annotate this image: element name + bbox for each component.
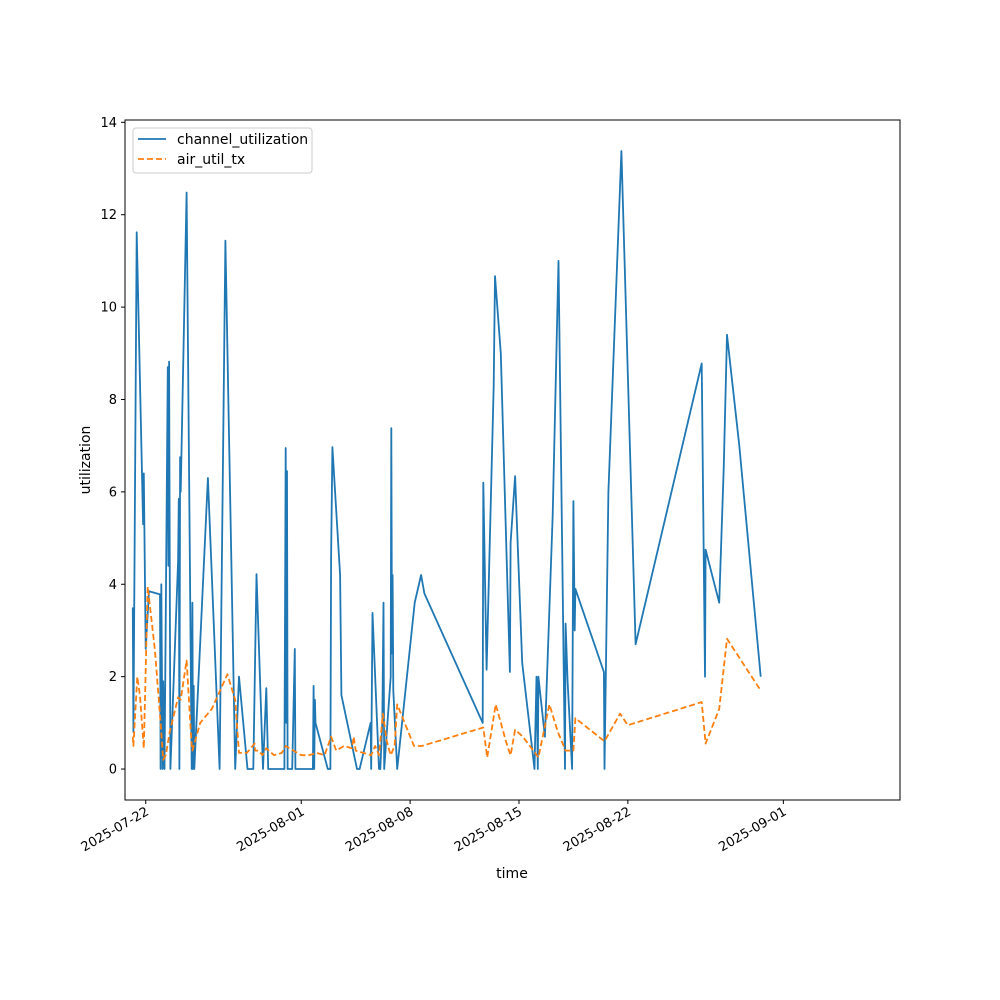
series-line-channel-utilization [131,150,762,770]
x-axis-label: time [496,866,528,882]
y-tick-label: 6 [109,485,117,500]
legend: channel_utilization air_util_tx [132,127,313,174]
y-tick-label: 12 [100,208,117,223]
legend-box [132,127,313,174]
plot-frame [124,119,901,801]
legend-entry-label: channel_utilization [177,132,308,148]
series-line-air-util-tx [131,585,762,761]
y-tick-label: 14 [100,116,117,131]
y-axis-label: utilization [78,426,94,495]
y-tick-label: 8 [109,393,117,408]
y-tick-label: 0 [109,763,117,778]
y-axis: 0 2 4 6 8 10 12 14 [100,116,125,778]
y-tick-label: 2 [109,670,117,685]
y-tick-label: 10 [100,301,117,316]
legend-entry-label: air_util_tx [177,152,245,168]
y-tick-label: 4 [109,578,117,593]
series-layer [131,150,762,770]
